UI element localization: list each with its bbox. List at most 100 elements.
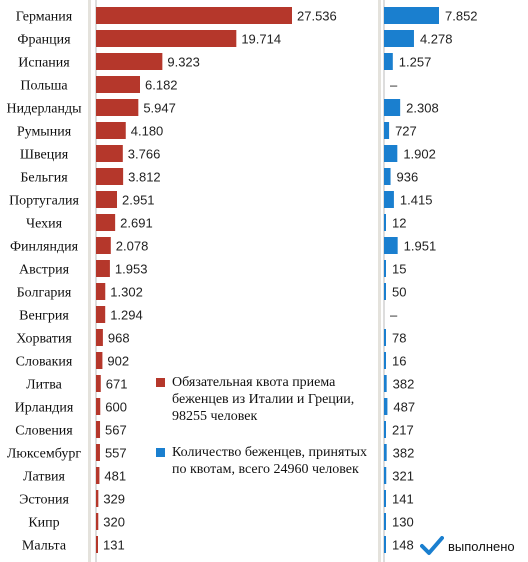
quota-value-label-20: 481 bbox=[104, 469, 126, 484]
quota-bar-7 bbox=[96, 168, 124, 185]
accepted-bar-0 bbox=[384, 7, 439, 24]
quota-value-label-3: 6.182 bbox=[145, 78, 178, 93]
accepted-panel bbox=[381, 0, 528, 562]
quota-value-label-2: 9.323 bbox=[167, 55, 200, 70]
quota-bar-5 bbox=[96, 122, 126, 139]
accepted-bar-12 bbox=[384, 283, 386, 300]
quota-value-label-15: 902 bbox=[107, 354, 129, 369]
accepted-bar-7 bbox=[384, 168, 391, 185]
accepted-bar-19 bbox=[384, 444, 387, 461]
legend: Обязательная квота приема беженцев из Ит… bbox=[150, 356, 378, 500]
quota-value-label-19: 557 bbox=[105, 446, 127, 461]
quota-bar-13 bbox=[96, 306, 106, 323]
country-label-6: Швеция bbox=[20, 148, 69, 163]
accepted-value-label-10: 1.951 bbox=[404, 239, 437, 254]
accepted-value-label-22: 130 bbox=[392, 515, 414, 530]
country-label-7: Бельгия bbox=[20, 171, 68, 186]
accepted-bar-14 bbox=[384, 329, 386, 346]
quota-value-label-1: 19.714 bbox=[241, 32, 281, 47]
quota-value-label-13: 1.294 bbox=[110, 308, 143, 323]
accepted-bar-18 bbox=[384, 421, 386, 438]
accepted-bar-5 bbox=[384, 122, 390, 139]
quota-bar-10 bbox=[96, 237, 111, 254]
accepted-bar-9 bbox=[384, 214, 386, 231]
quota-bar-8 bbox=[96, 191, 118, 208]
accepted-value-label-3: – bbox=[390, 78, 398, 93]
accepted-bar-22 bbox=[384, 513, 386, 530]
country-label-10: Финляндия bbox=[10, 240, 79, 255]
quota-bar-19 bbox=[96, 444, 100, 461]
country-label-0: Германия bbox=[16, 10, 73, 25]
country-label-14: Хорватия bbox=[16, 332, 72, 347]
quota-value-label-22: 320 bbox=[103, 515, 125, 530]
accepted-value-label-9: 12 bbox=[392, 216, 406, 231]
accepted-bar-11 bbox=[384, 260, 386, 277]
accepted-bar-8 bbox=[384, 191, 394, 208]
accepted-value-label-2: 1.257 bbox=[399, 55, 432, 70]
quota-bar-22 bbox=[96, 513, 99, 530]
quota-value-label-7: 3.812 bbox=[128, 170, 161, 185]
accepted-value-label-4: 2.308 bbox=[406, 101, 439, 116]
done-note: выполнено bbox=[420, 536, 515, 556]
accepted-value-label-6: 1.902 bbox=[403, 147, 436, 162]
quota-bar-9 bbox=[96, 214, 116, 231]
quota-bar-3 bbox=[96, 76, 141, 93]
accepted-value-label-5: 727 bbox=[395, 124, 417, 139]
legend-text-quota: Обязательная квота приема беженцев из Ит… bbox=[172, 375, 355, 424]
accepted-value-label-21: 141 bbox=[392, 492, 414, 507]
quota-bar-6 bbox=[96, 145, 123, 162]
quota-value-label-18: 567 bbox=[105, 423, 127, 438]
accepted-value-label-8: 1.415 bbox=[400, 193, 433, 208]
quota-bar-4 bbox=[96, 99, 139, 116]
accepted-value-label-16: 382 bbox=[393, 377, 415, 392]
country-label-18: Словения bbox=[15, 424, 73, 439]
checkmark-icon bbox=[420, 536, 444, 555]
country-label-9: Чехия bbox=[26, 217, 63, 232]
quota-value-label-5: 4.180 bbox=[131, 124, 164, 139]
quota-value-label-16: 671 bbox=[106, 377, 128, 392]
accepted-bar-2 bbox=[384, 53, 393, 70]
accepted-value-label-7: 936 bbox=[397, 170, 419, 185]
country-label-16: Литва bbox=[26, 378, 63, 393]
quota-value-label-23: 131 bbox=[103, 538, 125, 553]
country-label-17: Ирландия bbox=[15, 401, 74, 416]
country-label-5: Румыния bbox=[17, 125, 72, 140]
accepted-value-label-19: 382 bbox=[393, 446, 415, 461]
accepted-bar-1 bbox=[384, 30, 414, 47]
country-label-2: Испания bbox=[18, 56, 70, 71]
legend-text-accepted: Количество беженцев, принятых по квотам,… bbox=[172, 445, 367, 477]
accepted-value-label-18: 217 bbox=[392, 423, 414, 438]
quota-bar-16 bbox=[96, 375, 101, 392]
accepted-bar-20 bbox=[384, 467, 387, 484]
country-label-1: Франция bbox=[17, 33, 71, 48]
quota-bar-0 bbox=[96, 7, 292, 24]
quota-bar-15 bbox=[96, 352, 103, 369]
legend-swatch-accepted bbox=[156, 448, 165, 457]
accepted-bar-23 bbox=[384, 536, 386, 553]
quota-value-label-17: 600 bbox=[105, 400, 127, 415]
country-label-22: Кипр bbox=[28, 516, 59, 531]
quota-value-label-0: 27.536 bbox=[297, 9, 337, 24]
legend-swatch-quota bbox=[156, 378, 165, 387]
quota-value-label-11: 1.953 bbox=[115, 262, 148, 277]
accepted-value-label-20: 321 bbox=[392, 469, 414, 484]
country-label-19: Люксембург bbox=[7, 447, 81, 462]
accepted-value-label-0: 7.852 bbox=[445, 9, 478, 24]
label-panel bbox=[0, 0, 88, 562]
country-label-21: Эстония bbox=[19, 493, 69, 508]
country-label-20: Латвия bbox=[23, 470, 66, 485]
accepted-value-label-11: 15 bbox=[392, 262, 406, 277]
quota-bar-23 bbox=[96, 536, 98, 553]
quota-value-label-8: 2.951 bbox=[122, 193, 155, 208]
country-label-11: Австрия bbox=[19, 263, 70, 278]
quota-value-label-6: 3.766 bbox=[128, 147, 161, 162]
country-label-8: Португалия bbox=[9, 194, 79, 209]
country-label-23: Мальта bbox=[22, 539, 67, 554]
accepted-bar-15 bbox=[384, 352, 386, 369]
accepted-bar-16 bbox=[384, 375, 387, 392]
quota-bar-18 bbox=[96, 421, 101, 438]
accepted-bar-21 bbox=[384, 490, 386, 507]
accepted-value-label-15: 16 bbox=[392, 354, 406, 369]
accepted-bar-4 bbox=[384, 99, 401, 116]
